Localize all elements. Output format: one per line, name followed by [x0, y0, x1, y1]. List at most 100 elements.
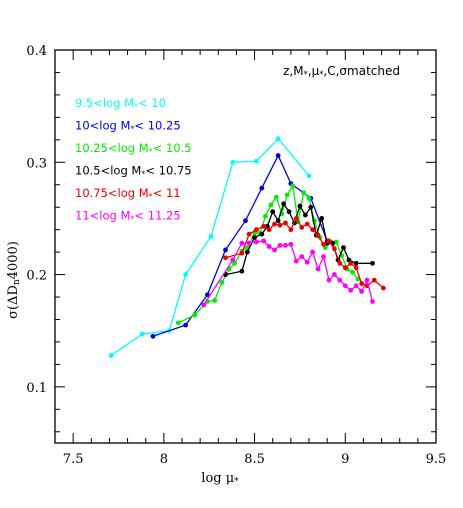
axis-tick-labels: 7.5 8 8.5 9 9.5 0.1 0.2 0.3 0.4 — [26, 44, 446, 467]
data-point — [315, 232, 321, 238]
data-point — [108, 353, 114, 358]
data-point — [281, 201, 286, 207]
subscript: * — [141, 170, 145, 179]
data-point — [244, 249, 250, 255]
data-point — [263, 213, 268, 219]
y-tick-label: 0.3 — [26, 156, 47, 171]
series-5 — [201, 238, 375, 308]
x-tick-label: 9 — [341, 452, 349, 467]
data-point — [283, 220, 288, 226]
data-point — [205, 292, 210, 298]
data-point — [332, 272, 337, 277]
data-point — [253, 227, 259, 233]
y-axis-label: σ(ΔDn4000) — [6, 241, 22, 319]
data-point — [277, 242, 283, 248]
data-point — [272, 247, 277, 253]
data-point — [273, 194, 279, 200]
data-point — [261, 223, 267, 229]
data-point — [370, 299, 375, 304]
data-point — [299, 254, 305, 260]
data-point — [310, 227, 316, 233]
data-point — [183, 272, 189, 277]
x-tick-label: 8.5 — [244, 452, 265, 467]
x-axis-label: log μ* — [201, 471, 239, 487]
subscript: * — [149, 147, 153, 156]
data-point — [239, 268, 245, 274]
series-line — [152, 153, 328, 337]
data-point — [150, 333, 156, 339]
data-point — [380, 285, 386, 291]
series-3 — [223, 201, 375, 277]
data-point — [266, 227, 272, 233]
data-point — [319, 216, 325, 221]
data-point — [261, 238, 267, 244]
data-point — [326, 277, 332, 283]
data-point — [364, 277, 370, 283]
data-point — [337, 277, 343, 283]
data-point — [243, 218, 248, 224]
data-point — [342, 265, 348, 271]
data-point — [359, 281, 365, 286]
subscript: * — [234, 477, 239, 487]
legend-entry: 10.5<log M*< 10.75 — [75, 164, 192, 179]
data-point — [288, 241, 294, 247]
y-tick-label: 0.4 — [26, 44, 47, 59]
series-line — [203, 240, 374, 306]
data-point — [208, 233, 214, 239]
legend-entry: 10<log M*< 10.25 — [75, 119, 181, 134]
data-point — [341, 245, 346, 251]
data-point — [259, 185, 265, 191]
data-point — [348, 287, 354, 293]
subscript: * — [319, 69, 323, 79]
data-point — [266, 244, 272, 249]
data-point — [223, 247, 228, 253]
data-point — [308, 204, 314, 210]
data-point — [293, 216, 299, 221]
data-point — [275, 218, 281, 224]
legend-entry: 9.5<log M*< 10 — [75, 96, 166, 111]
data-point — [246, 240, 252, 246]
data-point — [306, 195, 312, 201]
data-point — [283, 242, 288, 248]
data-point — [139, 331, 145, 337]
data-point — [268, 202, 274, 208]
plot-frame — [54, 49, 437, 444]
subscript: * — [149, 192, 153, 201]
x-tick-label: 8 — [160, 452, 168, 467]
data-point — [310, 249, 316, 255]
data-point — [304, 221, 310, 227]
data-point — [272, 221, 277, 227]
data-point — [359, 289, 365, 294]
data-point — [293, 258, 299, 264]
data-point — [299, 225, 305, 230]
y-tick-label: 0.1 — [26, 381, 47, 396]
series-0 — [108, 136, 312, 358]
data-point — [277, 222, 283, 228]
legend-entry: 10.25<log M*< 10.5 — [75, 141, 192, 156]
x-tick-label: 9.5 — [426, 452, 447, 467]
legend-entry: 10.75<log M*< 11 — [75, 186, 181, 201]
data-point — [253, 158, 259, 164]
data-point — [353, 265, 359, 271]
data-point — [306, 173, 312, 179]
data-point — [342, 283, 348, 289]
data-point — [288, 227, 294, 233]
data-point — [302, 212, 308, 218]
data-point — [353, 260, 359, 266]
data-point — [286, 209, 292, 215]
y-tick-label: 0.2 — [26, 269, 47, 284]
data-point — [239, 250, 245, 256]
data-point — [212, 297, 218, 303]
legend: 9.5<log M*< 10 10<log M*< 10.25 10.25<log … — [75, 96, 192, 224]
data-point — [297, 203, 303, 209]
subscript: * — [304, 69, 308, 79]
data-point — [275, 136, 281, 142]
data-point — [252, 235, 257, 240]
data-point — [275, 153, 281, 158]
data-point — [253, 239, 259, 245]
axis-ticks — [55, 49, 437, 443]
chart-annotation: z,M*,μ*,C,σmatched — [283, 64, 400, 79]
data-point — [270, 209, 276, 215]
subscript: * — [134, 102, 138, 111]
